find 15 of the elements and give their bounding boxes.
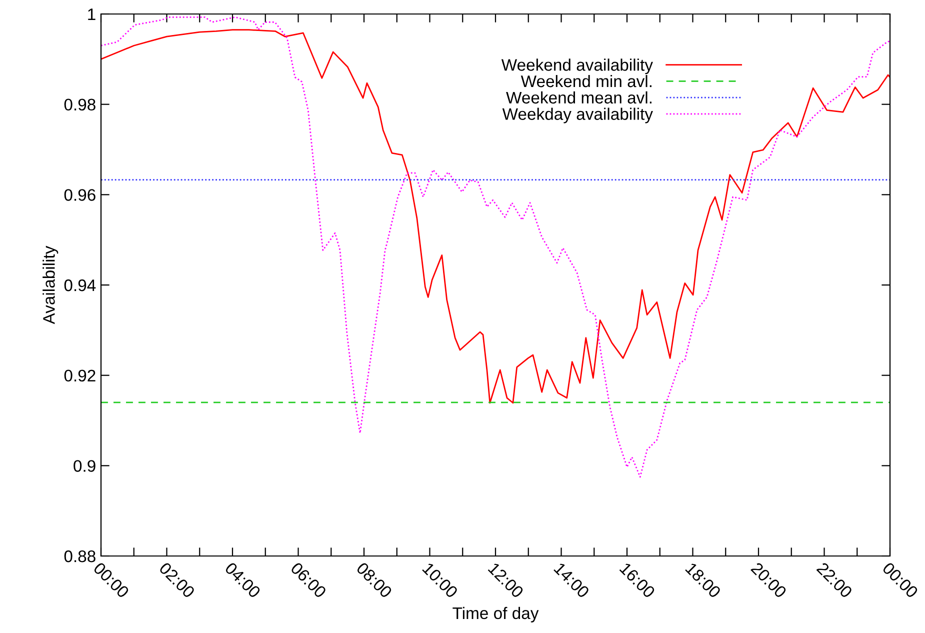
legend-label: Weekday availability — [502, 108, 653, 124]
y-tick-label: 0.94 — [64, 279, 96, 292]
legend-label: Weekend availability — [501, 58, 653, 74]
y-tick-label: 0.9 — [74, 460, 96, 472]
y-tick-label: 0.92 — [64, 370, 96, 382]
y-tick-label: 0.88 — [64, 550, 96, 562]
y-tick-label: 1 — [88, 8, 96, 20]
legend-label: Weekend min avl. — [520, 74, 652, 88]
x-axis-title: Time of day — [452, 606, 539, 622]
y-axis-title: Availability — [42, 246, 58, 324]
y-tick-label: 0.96 — [64, 189, 96, 201]
line-series — [101, 16, 890, 478]
line-series — [101, 29, 890, 404]
legend-label: Weekend mean avl. — [506, 91, 652, 104]
y-tick-label: 0.98 — [64, 98, 96, 111]
